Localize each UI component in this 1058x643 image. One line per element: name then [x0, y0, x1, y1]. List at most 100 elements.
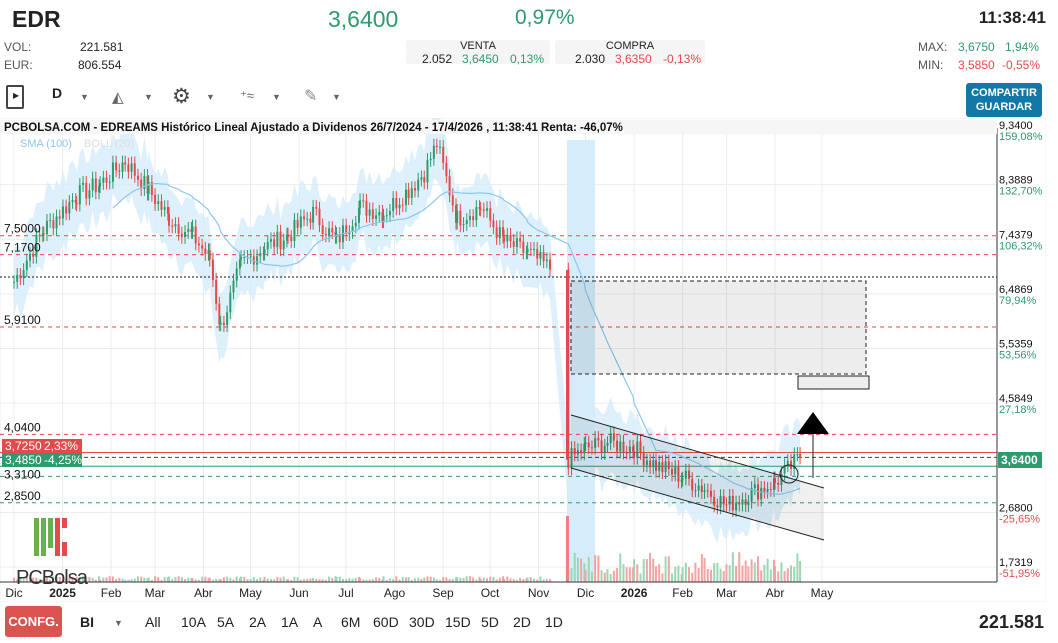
sidebar-toggle-icon[interactable]: ▸: [6, 85, 24, 109]
indicator-select[interactable]: BI: [80, 614, 94, 630]
candle: [482, 209, 485, 211]
compra-box: COMPRA 2.030 3,6350 -0,13%: [555, 40, 705, 66]
candle: [691, 478, 694, 491]
gear-icon[interactable]: ⚙: [172, 85, 191, 108]
candle: [130, 163, 133, 172]
volume-bar: [378, 577, 381, 582]
chevron-down-icon[interactable]: ▼: [332, 92, 341, 102]
candle: [111, 162, 114, 182]
candle: [328, 228, 331, 236]
last-price: 3,6400: [328, 6, 399, 32]
volume-bar: [99, 579, 102, 582]
chevron-down-icon[interactable]: ▼: [114, 618, 123, 628]
time-axis: Dic 2025 Feb Mar Abr May Jun Jul Ago Sep Oct Nov Dic…: [5, 586, 833, 600]
candle: [194, 226, 197, 244]
volume-bar: [773, 559, 776, 582]
candle: [388, 210, 391, 216]
candle: [243, 257, 246, 259]
volume-bar: [642, 558, 645, 582]
volume-bar: [177, 576, 180, 582]
range-10a[interactable]: 10A: [181, 614, 206, 630]
chevron-down-icon[interactable]: ▼: [272, 92, 281, 102]
period-select[interactable]: D: [52, 85, 63, 101]
volume-bar: [392, 579, 395, 582]
volume-bar: [88, 576, 91, 582]
venta-pct: 0,13%: [510, 52, 545, 66]
level-label: 7,5000: [4, 222, 41, 236]
candle: [681, 478, 684, 480]
volume-bar: [763, 564, 766, 582]
volume-bar: [468, 576, 471, 582]
candle: [747, 501, 750, 506]
volume-bar: [75, 576, 78, 582]
volume-bar: [545, 579, 548, 582]
volume-bar: [266, 578, 269, 582]
volume-bar: [58, 576, 61, 582]
chevron-down-icon[interactable]: ▼: [206, 92, 215, 102]
eur-label: EUR:: [4, 58, 33, 72]
candle: [567, 269, 570, 469]
candle: [42, 233, 45, 235]
range-a[interactable]: A: [313, 614, 323, 630]
range-60d[interactable]: 60D: [373, 614, 399, 630]
range-all[interactable]: All: [145, 614, 161, 630]
volume-bar: [45, 576, 48, 582]
range-1d[interactable]: 1D: [545, 614, 563, 630]
zone-rectangle: [570, 280, 867, 375]
candle: [502, 227, 505, 237]
config-button[interactable]: CONFG.: [5, 606, 62, 637]
time-label: Feb: [101, 586, 122, 600]
volume-bar: [226, 576, 229, 582]
range-1a[interactable]: 1A: [281, 614, 299, 630]
candle: [58, 216, 61, 219]
chevron-down-icon[interactable]: ▼: [144, 92, 153, 102]
volume-bar: [335, 576, 338, 582]
candle: [645, 460, 648, 466]
drawing-pencil-icon[interactable]: ✎: [304, 88, 318, 105]
candle: [235, 268, 238, 281]
chevron-down-icon[interactable]: ▼: [80, 92, 89, 102]
range-2d[interactable]: 2D: [513, 614, 531, 630]
volume-bar: [166, 577, 169, 582]
candle: [285, 234, 288, 241]
volume-bar: [482, 577, 485, 582]
volume-bar: [246, 579, 249, 582]
candle: [74, 200, 77, 203]
min-label: MIN:: [918, 58, 944, 72]
volume-bar: [94, 579, 97, 582]
volume-bar: [636, 564, 639, 582]
range-5d[interactable]: 5D: [481, 614, 499, 630]
range-6m[interactable]: 6M: [341, 614, 361, 630]
candle: [25, 260, 28, 271]
candle: [549, 259, 552, 270]
volume-bar: [519, 577, 522, 582]
volume-bar: [533, 578, 536, 582]
indicators-icon[interactable]: ⁺≈: [240, 88, 254, 103]
volume-bar: [285, 579, 288, 582]
candle: [296, 219, 299, 228]
candle: [163, 207, 166, 210]
range-15d[interactable]: 15D: [445, 614, 471, 630]
volume-bar: [61, 579, 64, 582]
time-label: Abr: [766, 586, 785, 600]
volume-bar: [180, 577, 183, 582]
range-2a[interactable]: 2A: [249, 614, 267, 630]
volume-bar: [456, 577, 459, 582]
volume-bar: [407, 577, 410, 582]
candle: [354, 222, 357, 227]
volume-bar: [799, 561, 802, 582]
min-pct: -0,55%: [1002, 58, 1041, 72]
share-save-button[interactable]: COMPARTIR GUARDAR: [966, 83, 1042, 117]
candle: [728, 495, 731, 505]
range-5a[interactable]: 5A: [217, 614, 235, 630]
range-30d[interactable]: 30D: [409, 614, 435, 630]
level-label: 4,0400: [4, 420, 41, 434]
volume-bar: [351, 578, 354, 582]
axis-pct-label: 27,18%: [999, 404, 1037, 416]
svg-text:PCBolsa: PCBolsa: [16, 567, 89, 589]
area-chart-icon[interactable]: ◭: [112, 89, 124, 106]
price-chart[interactable]: PCBOLSA.COM - EDREAMS Histórico Lineal A…: [0, 118, 1046, 602]
volume-bar: [282, 576, 285, 582]
axis-pct-label: -25,65%: [999, 514, 1040, 526]
time-label: Dic: [577, 586, 594, 600]
